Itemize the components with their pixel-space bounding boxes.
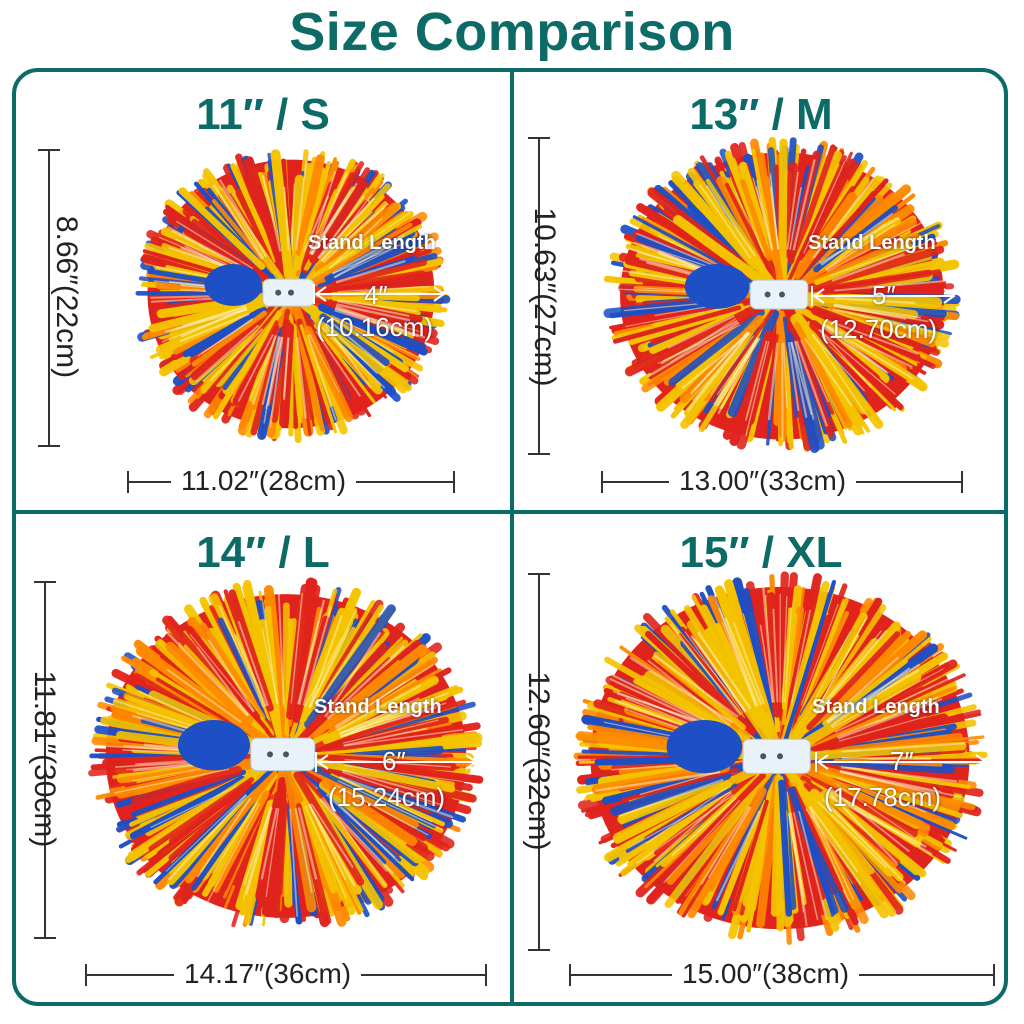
size-card-l: 14″ / L 11.81″(30cm) 14.17″(36cm) Stand … bbox=[16, 514, 510, 1006]
stand-length-label: Stand Length bbox=[812, 696, 940, 718]
stand-length-label: Stand Length bbox=[308, 232, 436, 254]
height-dimension-line bbox=[528, 137, 550, 455]
size-card-s: 11″ / S 8.66″(22cm) 11.02″(28cm) Stand L… bbox=[16, 72, 510, 564]
stand-length-arrow bbox=[315, 752, 478, 772]
stand-length-cm: (10.16cm) bbox=[316, 312, 434, 342]
size-title: 11″ / S bbox=[196, 90, 330, 139]
pompom-image bbox=[573, 571, 988, 945]
height-label: 12.60″(32cm) bbox=[522, 671, 555, 851]
stand-length-cm: (15.24cm) bbox=[328, 782, 446, 812]
stand-length-inches: 6″ bbox=[382, 746, 406, 776]
pompom-image bbox=[603, 136, 961, 454]
stand-length-cm: (12.70cm) bbox=[820, 314, 938, 344]
stand-length-inches: 4″ bbox=[364, 280, 388, 310]
size-card-m: 13″ / M 10.63″(27cm) 13.00″(33cm) Stand … bbox=[514, 72, 1008, 564]
width-label: 11.02″(28cm) bbox=[171, 465, 357, 497]
height-dimension-line bbox=[34, 581, 56, 939]
stand-length-cm: (17.78cm) bbox=[824, 782, 942, 812]
stand-length-arrow bbox=[811, 286, 956, 306]
stand-length-inches: 5″ bbox=[872, 280, 896, 310]
size-title: 14″ / L bbox=[196, 528, 330, 577]
comparison-frame bbox=[12, 68, 1008, 1006]
pompom-image bbox=[88, 577, 484, 928]
grid-divider-vertical bbox=[510, 72, 514, 1002]
size-title: 13″ / M bbox=[689, 90, 833, 139]
height-dimension-line bbox=[528, 573, 550, 951]
pompom-image bbox=[135, 149, 451, 444]
grid-divider-horizontal bbox=[16, 510, 1008, 514]
page-title: Size Comparison bbox=[289, 2, 735, 62]
height-dimension-line bbox=[38, 149, 60, 447]
size-card-xl: 15″ / XL 12.60″(32cm) 15.00″(38cm) Stand… bbox=[514, 514, 1008, 1006]
stand-length-label: Stand Length bbox=[808, 232, 936, 254]
height-label: 11.81″(30cm) bbox=[28, 670, 61, 848]
height-label: 10.63″(27cm) bbox=[528, 207, 561, 387]
width-label: 13.00″(33cm) bbox=[669, 465, 857, 497]
stand-length-inches: 7″ bbox=[890, 746, 914, 776]
height-label: 8.66″(22cm) bbox=[50, 215, 83, 379]
size-title: 15″ / XL bbox=[679, 528, 843, 577]
width-label: 14.17″(36cm) bbox=[174, 958, 362, 990]
stand-length-arrow bbox=[313, 284, 446, 304]
width-label: 15.00″(38cm) bbox=[672, 958, 860, 990]
stand-length-label: Stand Length bbox=[314, 696, 442, 718]
stand-length-arrow bbox=[815, 752, 988, 772]
